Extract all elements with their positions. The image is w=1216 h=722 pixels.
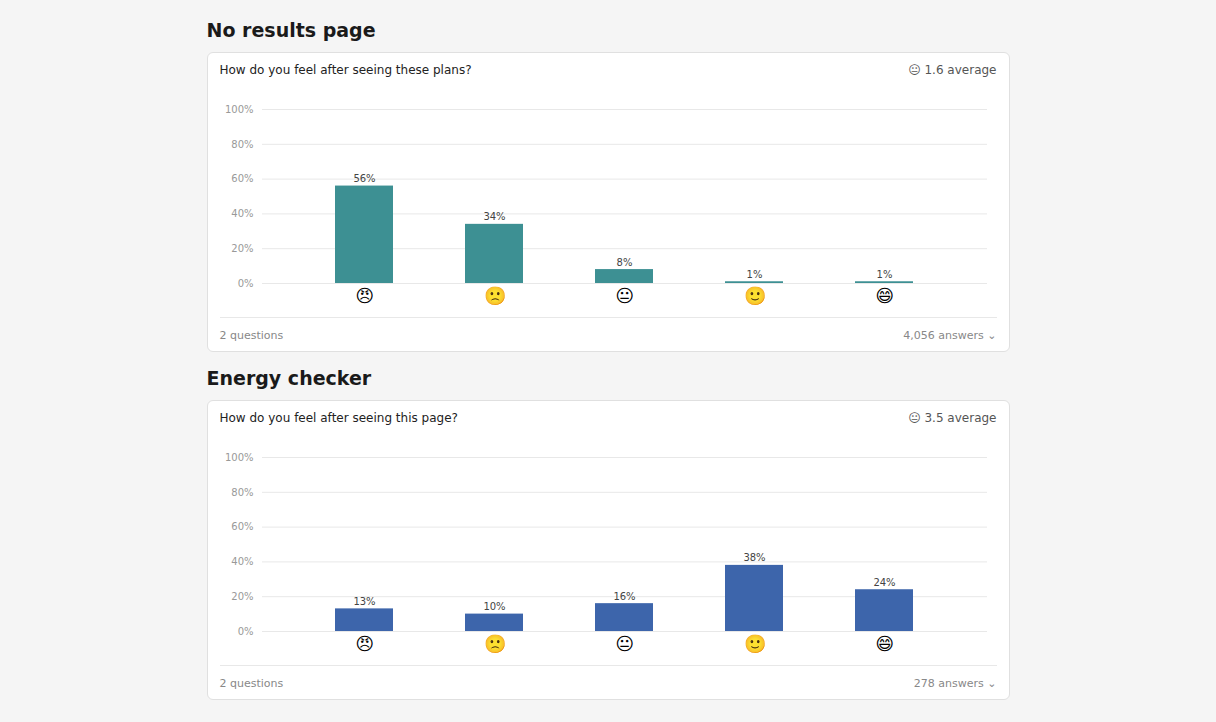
svg-text:0%: 0% (237, 278, 253, 289)
svg-text:😠: 😠 (355, 285, 374, 306)
html-text:😐 1.6 average: 😐 1.6 average (908, 63, 997, 77)
svg-text:13%: 13% (353, 596, 375, 607)
html-text:4,056 answers ⌄: 4,056 answers ⌄ (903, 328, 997, 342)
svg-text:60%: 60% (231, 173, 253, 184)
html-text:How do you feel after seeing t: How do you feel after seeing this page? (219, 411, 458, 425)
svg-text:24%: 24% (873, 577, 895, 588)
svg-text:16%: 16% (613, 591, 635, 602)
svg-text:🙁: 🙁 (483, 633, 505, 654)
svg-text:20%: 20% (231, 591, 253, 602)
svg-text:😐: 😐 (615, 285, 634, 306)
svg-text:100%: 100% (224, 104, 253, 115)
html-text:How do you feel after seeing t: How do you feel after seeing these plans… (219, 63, 472, 77)
svg-text:8%: 8% (616, 257, 632, 268)
svg-text:🙂: 🙂 (743, 633, 765, 654)
html-text:2 questions: 2 questions (219, 676, 284, 690)
svg-text:80%: 80% (231, 139, 253, 150)
svg-text:20%: 20% (231, 243, 253, 254)
svg-text:40%: 40% (231, 556, 253, 567)
svg-text:10%: 10% (483, 601, 505, 612)
svg-text:😠: 😠 (355, 633, 374, 654)
svg-text:34%: 34% (483, 211, 505, 222)
svg-text:38%: 38% (743, 552, 765, 563)
svg-text:56%: 56% (353, 173, 375, 184)
html-text:Energy checker: Energy checker (206, 367, 372, 389)
svg-text:80%: 80% (231, 487, 253, 498)
svg-text:😄: 😄 (875, 285, 894, 306)
svg-text:🙂: 🙂 (743, 285, 765, 306)
svg-text:🙁: 🙁 (483, 285, 505, 306)
html-text:😐 3.5 average: 😐 3.5 average (908, 411, 997, 425)
svg-text:1%: 1% (876, 269, 892, 280)
svg-text:0%: 0% (237, 626, 253, 637)
svg-text:😐: 😐 (615, 633, 634, 654)
svg-text:40%: 40% (231, 208, 253, 219)
svg-text:60%: 60% (231, 521, 253, 532)
html-text:278 answers ⌄: 278 answers ⌄ (913, 676, 997, 690)
svg-text:100%: 100% (224, 452, 253, 463)
svg-text:😄: 😄 (875, 633, 894, 654)
svg-text:1%: 1% (746, 269, 762, 280)
html-text:No results page: No results page (206, 19, 376, 41)
html-text:2 questions: 2 questions (219, 328, 284, 342)
